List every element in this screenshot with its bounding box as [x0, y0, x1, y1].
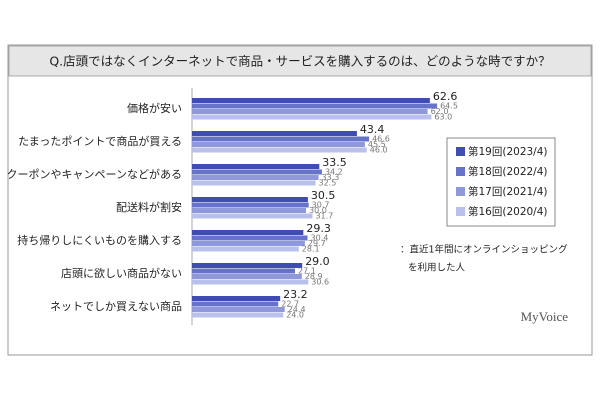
value-label: 29.7: [308, 239, 326, 248]
legend-swatch: [456, 187, 465, 196]
bar: [192, 279, 309, 285]
y-tick-label: 持ち帰りしにくいものを購入する: [17, 233, 182, 247]
bar: [192, 197, 308, 202]
y-tick-label: 価格が安い: [127, 101, 182, 115]
value-label: 31.7: [315, 212, 333, 221]
value-label: 45.5: [368, 140, 386, 149]
bar: [192, 202, 309, 208]
note: を利用した人: [408, 262, 466, 274]
value-label: 64.5: [440, 102, 458, 111]
value-label: 63.0: [434, 113, 452, 122]
legend-label: 第17回(2021/4): [468, 185, 548, 198]
bar: [192, 109, 428, 114]
bar: [192, 114, 432, 120]
value-label: 32.5: [319, 179, 337, 188]
bar: [192, 241, 305, 246]
bar: [192, 169, 322, 175]
brand: MyVoice: [521, 309, 569, 324]
legend-swatch: [456, 207, 465, 216]
legend-label: 第19回(2023/4): [468, 145, 548, 158]
bar: [192, 208, 306, 213]
value-label: 29.0: [305, 255, 330, 268]
y-tick-label: クーポンやキャンペーンなどがある: [7, 167, 182, 181]
value-label: 24.4: [288, 305, 306, 314]
bar: [192, 103, 438, 109]
value-label: 30.4: [311, 234, 329, 243]
value-label: 62.0: [431, 107, 449, 116]
bar: [192, 164, 320, 169]
bar: [192, 301, 279, 307]
chart-title: Q.店頭ではなくインターネットで商品・サービスを購入するのは、どのような時ですか…: [49, 54, 550, 69]
value-label: 34.2: [325, 168, 343, 177]
legend-label: 第16回(2020/4): [468, 205, 548, 218]
bar: [192, 312, 284, 318]
bar: [192, 235, 308, 241]
bar: [192, 246, 299, 252]
value-label: 27.1: [298, 267, 316, 276]
legend-swatch: [456, 147, 465, 156]
bar: [192, 175, 319, 180]
y-tick-label: 店頭に欲しい商品がない: [61, 266, 182, 280]
y-tick-label: 配送料が割安: [116, 200, 182, 214]
y-tick-label: たまったポイントで商品が買える: [18, 134, 182, 148]
bar: [192, 307, 285, 312]
value-label: 30.0: [309, 206, 327, 215]
value-label: 22.7: [281, 300, 299, 309]
value-label: 23.2: [283, 288, 308, 301]
bar: [192, 296, 281, 301]
value-label: 30.7: [312, 201, 330, 210]
bar: [192, 180, 316, 186]
bar: [192, 213, 313, 219]
y-tick-label: ネットでしか買えない商品: [50, 299, 182, 313]
bar: [192, 147, 367, 153]
value-label: 28.1: [302, 245, 320, 254]
bar: [192, 274, 302, 279]
bar: [192, 131, 357, 136]
bar: [192, 142, 365, 147]
title-box: [8, 45, 592, 77]
value-label: 62.6: [433, 90, 458, 103]
value-label: 43.4: [360, 123, 385, 136]
bar: [192, 268, 295, 274]
value-label: 46.6: [372, 135, 390, 144]
value-label: 33.3: [322, 173, 340, 182]
value-label: 30.6: [311, 278, 329, 287]
legend-label: 第18回(2022/4): [468, 165, 548, 178]
value-label: 29.3: [306, 222, 331, 235]
bar: [192, 136, 370, 142]
value-label: 28.9: [305, 272, 323, 281]
value-label: 30.5: [311, 189, 336, 202]
note: ：直近1年間にオンラインショッピング: [400, 244, 568, 256]
value-label: 33.5: [322, 156, 347, 169]
bar: [192, 98, 430, 103]
bar: [192, 263, 303, 268]
value-label: 46.0: [370, 146, 388, 155]
value-label: 24.0: [286, 311, 304, 320]
legend-swatch: [456, 167, 465, 176]
bar: [192, 230, 304, 235]
